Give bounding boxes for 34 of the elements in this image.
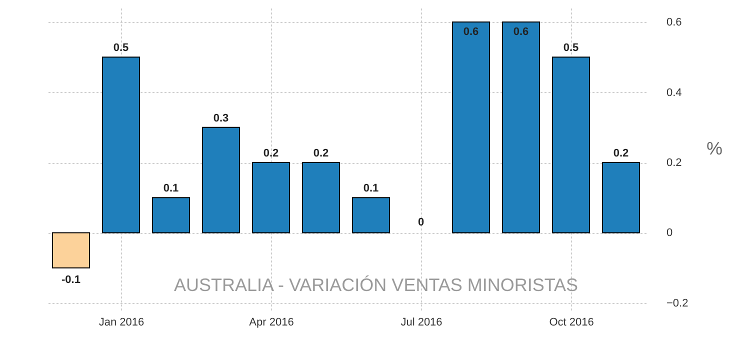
data-label: 0.1	[163, 182, 179, 195]
bar	[352, 197, 390, 234]
data-label: 0.2	[313, 148, 329, 160]
x-tick-label: Jul 2016	[400, 316, 442, 328]
y-tick-label: 0	[666, 227, 673, 240]
bar	[102, 56, 140, 234]
text: AUSTRALIA - VARIACIÓN VENTAS MINORISTAS	[174, 275, 578, 295]
bar	[302, 162, 340, 234]
bar	[252, 162, 290, 234]
data-label: 0.3	[213, 112, 229, 124]
y-tick-label: 0.2	[666, 157, 682, 170]
y-tick-label: −0.2	[666, 297, 688, 310]
x-tick-label: Apr 2016	[249, 316, 294, 328]
x-tick-label: Oct 2016	[549, 316, 594, 328]
bar	[202, 126, 240, 234]
y-axis-title: %	[706, 138, 723, 158]
data-label: 0.5	[563, 42, 579, 54]
bar	[52, 232, 90, 268]
bar	[552, 56, 590, 234]
data-label: 0.5	[113, 42, 129, 54]
bar	[502, 22, 540, 234]
bar	[602, 162, 640, 234]
data-label: 0.2	[263, 148, 279, 160]
y-tick-label: 0.4	[666, 86, 682, 99]
data-label: 0.6	[463, 26, 479, 38]
data-label: 0.2	[613, 148, 629, 160]
x-tick-label: Jan 2016	[98, 316, 144, 328]
data-label: -0.1	[62, 274, 80, 286]
data-label: 0.6	[513, 26, 529, 38]
data-label: 0.1	[363, 182, 379, 195]
y-tick-label: 0.6	[666, 16, 682, 29]
bar	[152, 197, 190, 234]
data-label: 0	[418, 216, 424, 229]
bar	[452, 22, 490, 234]
